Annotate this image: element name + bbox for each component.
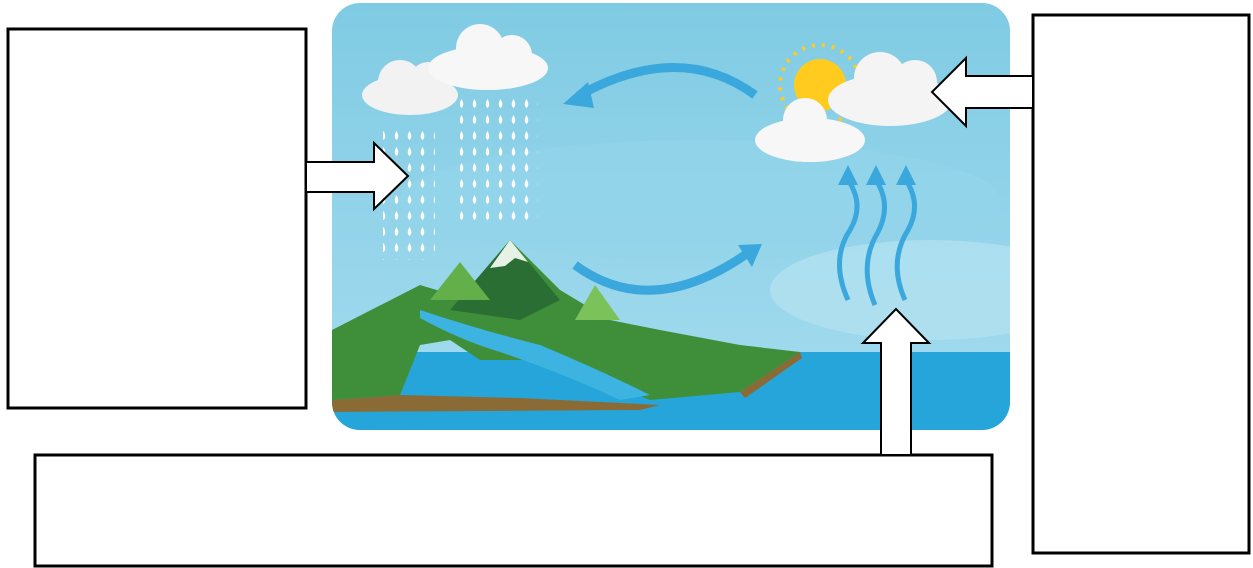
scene: [332, 3, 1090, 432]
answer-box-right[interactable]: [1033, 15, 1249, 553]
answer-box-left[interactable]: [8, 29, 306, 408]
answer-box-bottom[interactable]: [35, 455, 992, 566]
rain: [460, 98, 538, 222]
water-cycle-worksheet: [0, 0, 1253, 568]
